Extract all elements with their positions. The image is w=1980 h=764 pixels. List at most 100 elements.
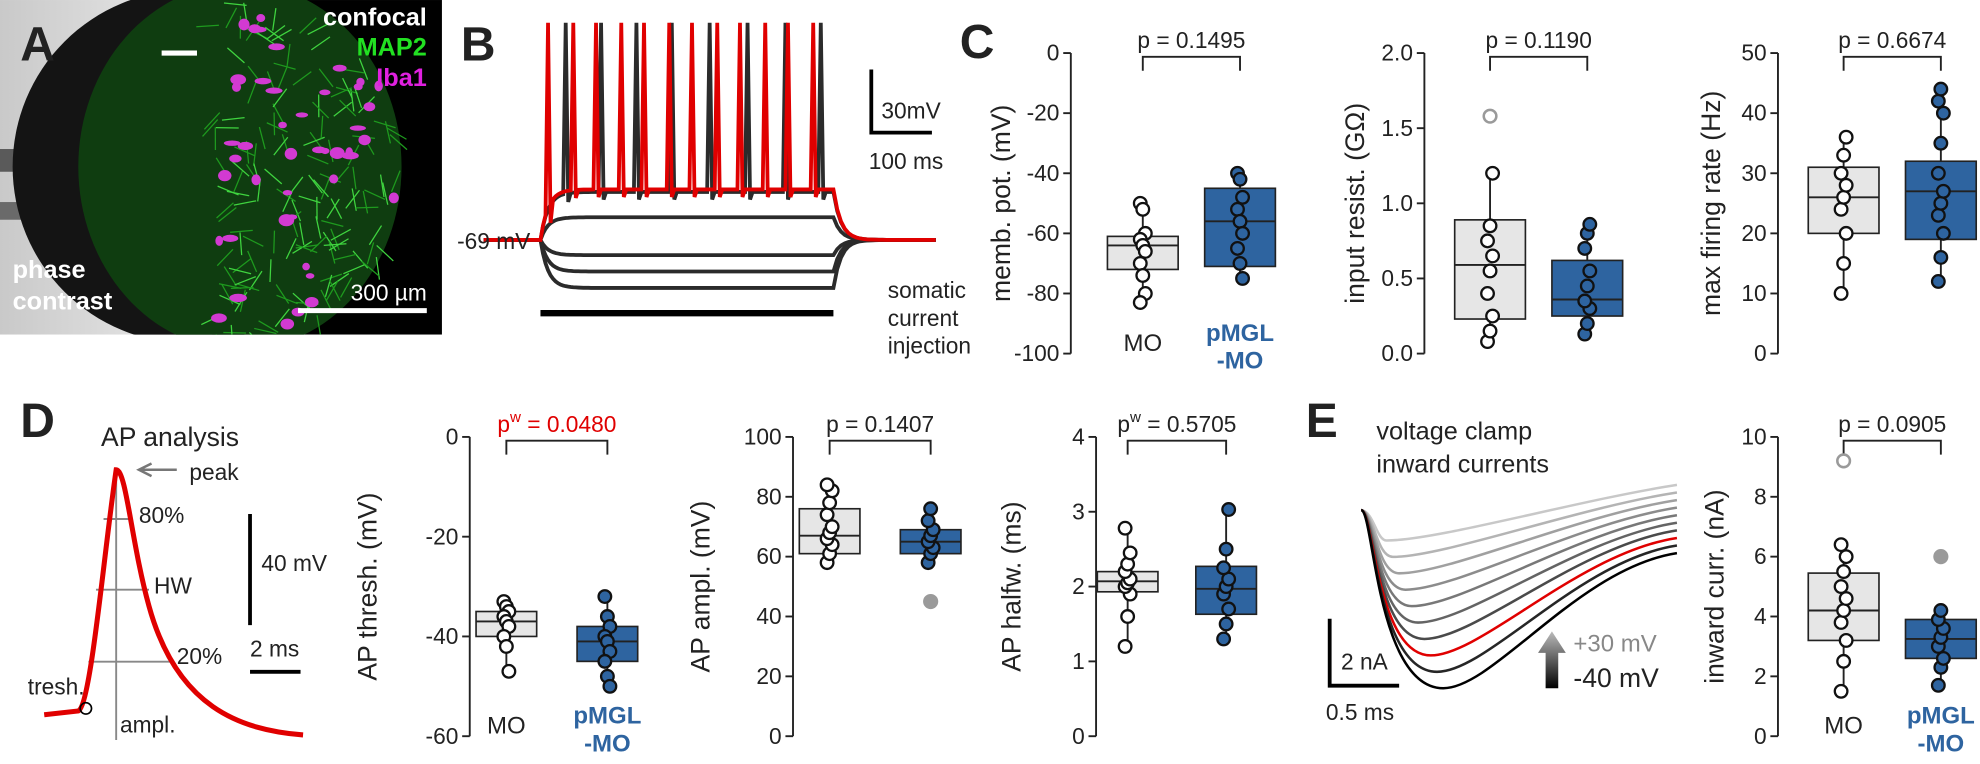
fiber [312,101,330,119]
fiber [309,235,328,253]
fiber [333,101,353,117]
label: -69 mV [457,228,531,254]
data-point [1117,520,1133,536]
tissue [78,0,402,335]
data-point [1838,129,1854,145]
data-point [923,501,939,517]
fiber [379,174,385,198]
data-point [1833,579,1849,595]
cell [265,87,283,94]
fiber [223,331,247,334]
p-value-part: = 0.5705 [1141,411,1236,437]
fiber [307,23,329,36]
y-axis-label: inward curr. (nA) [1700,489,1730,683]
label: AP analysis [101,422,239,452]
significance-bracket [505,439,609,455]
cell [237,141,254,151]
label: 300 µm [351,280,427,306]
data-point [1836,603,1852,618]
fiber [295,244,319,249]
x-tick-label: -MO [584,730,631,757]
fiber [215,334,217,335]
fiber [358,58,369,80]
cell [282,189,293,196]
fiber [274,308,290,328]
fiber [328,238,349,251]
fiber [362,190,369,214]
fiber [234,146,256,157]
y-tick-label: -80 [1027,280,1060,306]
y-tick-label: -40 [1027,160,1060,186]
label: tresh. [28,674,85,700]
fiber [307,154,329,165]
y-tick-label: -100 [1014,340,1059,366]
p-value-part: p [497,411,510,437]
data-point [1935,650,1951,666]
fiber [230,324,233,335]
label: HW [154,573,192,599]
fiber [230,286,254,290]
fiber [303,136,325,147]
fiber [216,202,234,219]
data-point [1137,243,1153,259]
data-point [1833,286,1849,301]
y-tick-label: 100 [744,424,782,450]
y-tick-label: 10 [1741,424,1766,450]
data-point [824,519,840,535]
label: -40 mV [1573,663,1659,693]
x-tick-label: -MO [1918,730,1965,757]
trace [1360,506,1678,591]
outlier [1933,549,1949,565]
x-tick-label: pMGL [1907,703,1975,730]
fiber [258,126,266,150]
cell [341,151,359,160]
fiber [315,216,322,239]
data-point [1933,135,1949,151]
significance-bracket [1126,439,1228,455]
fiber [353,86,363,109]
fiber [226,47,245,64]
panel-letter: D [20,395,55,448]
data-point [920,513,936,529]
label: 40 mV [261,550,328,576]
fiber [340,277,353,298]
fiber [382,182,389,205]
micrograph [0,0,442,335]
cell [229,154,242,163]
fiber [324,274,333,297]
data-point [1480,233,1495,249]
data-point [1838,549,1854,565]
fiber [330,228,340,251]
data-point [1833,537,1849,553]
cell [312,146,327,154]
fiber [202,119,219,137]
data-point [1235,271,1251,286]
data-point [1833,683,1849,699]
data-point [1933,81,1949,97]
fiber [266,25,286,40]
label: 0.5 ms [1326,699,1394,725]
data-point [1577,293,1593,309]
data-point [1579,316,1595,331]
p-value: p = 0.0905 [1838,411,1946,437]
data-point [1482,263,1498,279]
fiber [364,189,386,200]
voltage-traces [483,22,936,290]
x-tick-label: MO [1824,713,1863,740]
data-point [1132,295,1148,310]
fiber [273,62,296,70]
data-point [1838,632,1854,648]
fiber [386,127,407,140]
data-point [1235,225,1251,241]
cell [211,313,227,323]
data-point [1218,541,1234,557]
data-point [1135,201,1151,217]
cell [223,140,241,146]
data-point [1218,616,1234,632]
data-point [1935,183,1951,199]
significance-bracket [1842,55,1942,71]
fiber [286,43,291,67]
fiber [351,188,357,211]
fiber [355,206,379,209]
label: ampl. [120,711,176,737]
